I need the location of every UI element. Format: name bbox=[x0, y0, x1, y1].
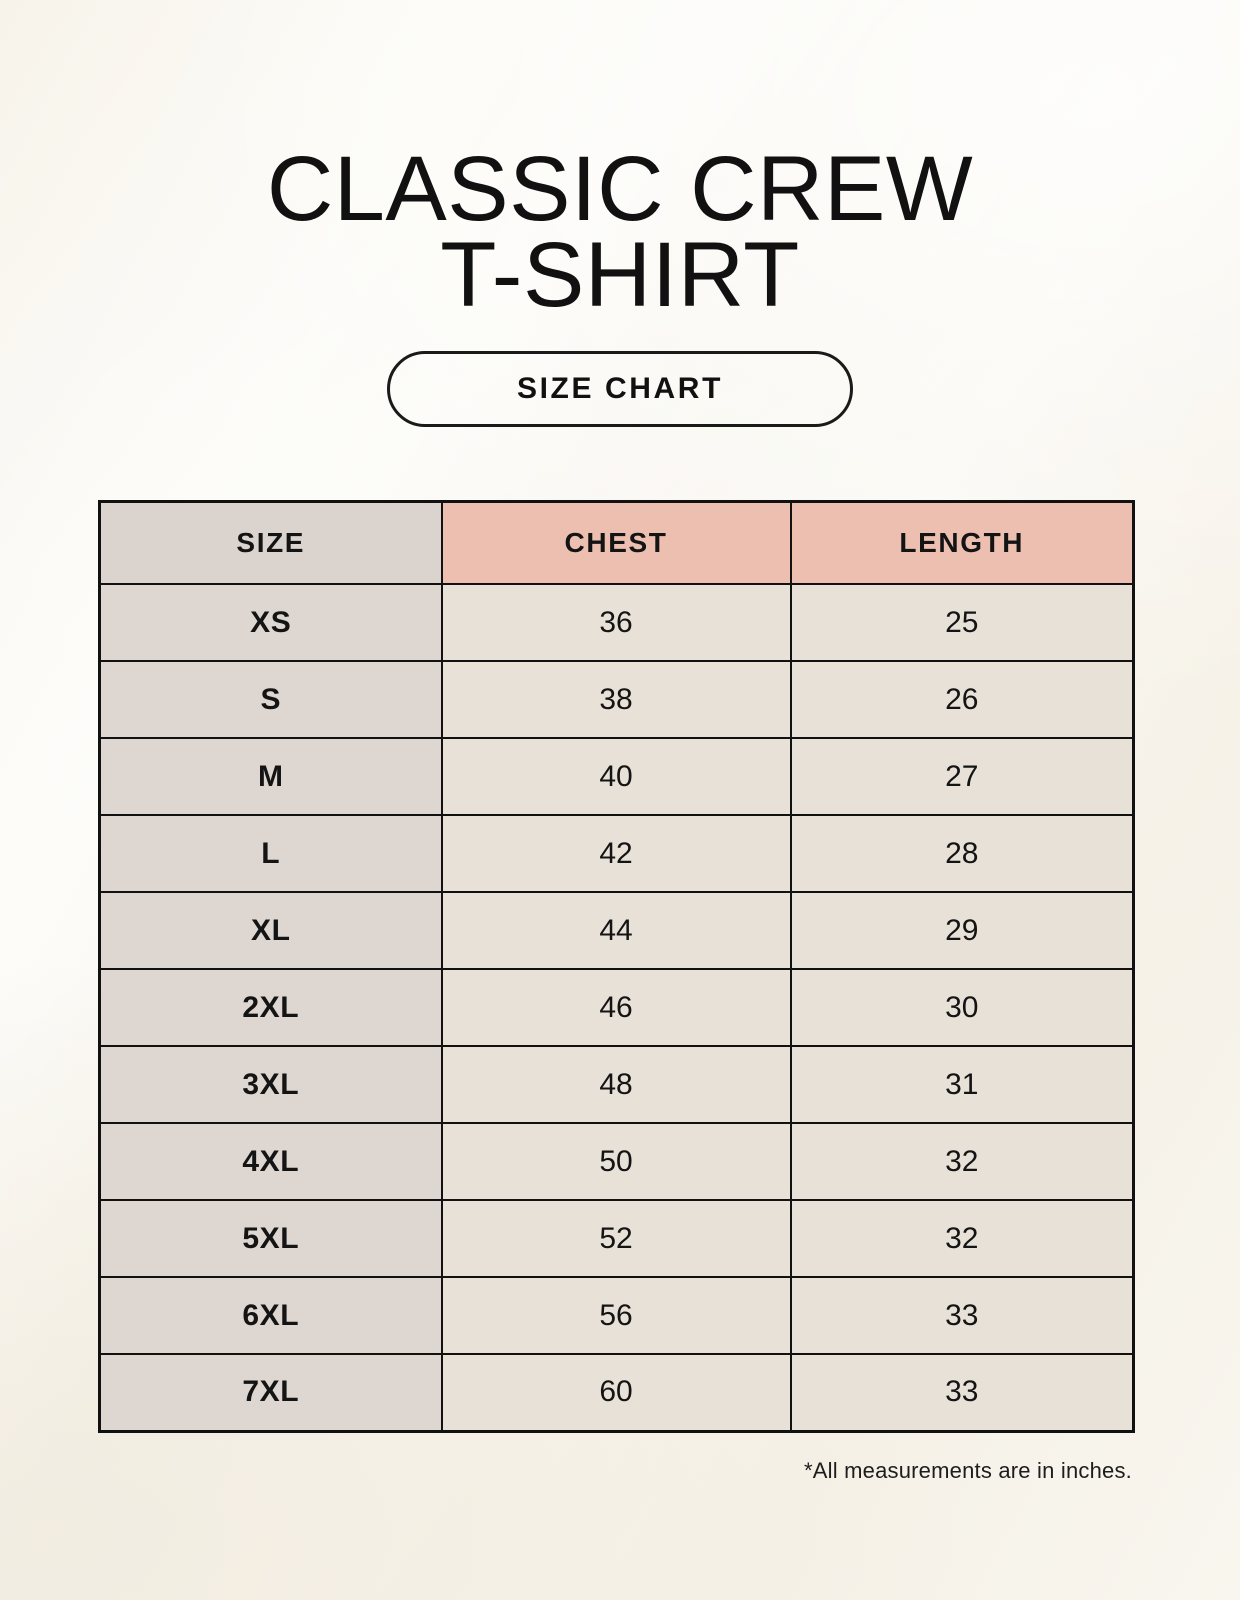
table-row: 5XL 52 32 bbox=[98, 1199, 1135, 1278]
cell-chest: 38 bbox=[440, 660, 792, 739]
cell-size: 4XL bbox=[98, 1122, 443, 1201]
cell-size: M bbox=[98, 737, 443, 816]
table-row: 3XL 48 31 bbox=[98, 1045, 1135, 1124]
cell-length: 33 bbox=[789, 1276, 1135, 1355]
table-row: 2XL 46 30 bbox=[98, 968, 1135, 1047]
cell-length: 31 bbox=[789, 1045, 1135, 1124]
cell-size: 5XL bbox=[98, 1199, 443, 1278]
table-row: M 40 27 bbox=[98, 737, 1135, 816]
cell-size: L bbox=[98, 814, 443, 893]
cell-chest: 44 bbox=[440, 891, 792, 970]
cell-size: 2XL bbox=[98, 968, 443, 1047]
size-table: SIZE CHEST LENGTH XS 36 25 S 38 26 M bbox=[98, 500, 1135, 1433]
size-table-container: SIZE CHEST LENGTH XS 36 25 S 38 26 M bbox=[98, 500, 1135, 1433]
cell-chest: 56 bbox=[440, 1276, 792, 1355]
size-chart-badge: SIZE CHART bbox=[387, 351, 853, 427]
badge-container: SIZE CHART bbox=[0, 351, 1240, 427]
cell-length: 33 bbox=[789, 1353, 1135, 1432]
cell-chest: 52 bbox=[440, 1199, 792, 1278]
table-body: XS 36 25 S 38 26 M 40 27 L 42 28 bbox=[98, 583, 1135, 1432]
table-row: 7XL 60 33 bbox=[98, 1353, 1135, 1432]
table-row: 4XL 50 32 bbox=[98, 1122, 1135, 1201]
page-title: CLASSIC CREW T-SHIRT bbox=[266, 137, 974, 326]
cell-length: 25 bbox=[789, 583, 1135, 662]
cell-length: 26 bbox=[789, 660, 1135, 739]
cell-chest: 48 bbox=[440, 1045, 792, 1124]
table-row: XL 44 29 bbox=[98, 891, 1135, 970]
column-header-length: LENGTH bbox=[789, 500, 1135, 585]
cell-chest: 40 bbox=[440, 737, 792, 816]
header-row: SIZE CHEST LENGTH bbox=[98, 500, 1135, 585]
cell-size: XL bbox=[98, 891, 443, 970]
cell-size: 7XL bbox=[98, 1353, 443, 1432]
cell-length: 28 bbox=[789, 814, 1135, 893]
cell-size: XS bbox=[98, 583, 443, 662]
measurement-footnote: *All measurements are in inches. bbox=[804, 1458, 1132, 1483]
cell-chest: 50 bbox=[440, 1122, 792, 1201]
cell-length: 27 bbox=[789, 737, 1135, 816]
cell-chest: 60 bbox=[440, 1353, 792, 1432]
table-header: SIZE CHEST LENGTH bbox=[98, 500, 1135, 585]
table-row: L 42 28 bbox=[98, 814, 1135, 893]
cell-length: 29 bbox=[789, 891, 1135, 970]
column-header-chest: CHEST bbox=[440, 500, 792, 585]
cell-chest: 42 bbox=[440, 814, 792, 893]
table-row: 6XL 56 33 bbox=[98, 1276, 1135, 1355]
cell-chest: 46 bbox=[440, 968, 792, 1047]
cell-size: S bbox=[98, 660, 443, 739]
cell-length: 32 bbox=[789, 1199, 1135, 1278]
table-row: XS 36 25 bbox=[98, 583, 1135, 662]
column-header-size: SIZE bbox=[98, 500, 443, 585]
cell-length: 30 bbox=[789, 968, 1135, 1047]
cell-size: 3XL bbox=[98, 1045, 443, 1124]
cell-size: 6XL bbox=[98, 1276, 443, 1355]
cell-chest: 36 bbox=[440, 583, 792, 662]
table-row: S 38 26 bbox=[98, 660, 1135, 739]
cell-length: 32 bbox=[789, 1122, 1135, 1201]
